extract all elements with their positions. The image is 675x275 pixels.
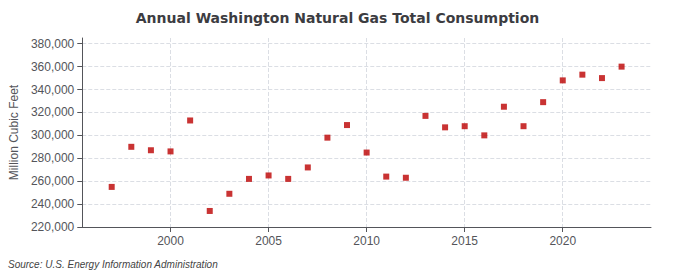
- svg-text:2000: 2000: [157, 234, 184, 248]
- svg-text:240,000: 240,000: [31, 197, 75, 211]
- svg-text:2010: 2010: [353, 234, 380, 248]
- svg-text:Annual Washington Natural Gas: Annual Washington Natural Gas Total Cons…: [136, 10, 539, 26]
- svg-text:Source: U.S. Energy Informatio: Source: U.S. Energy Information Administ…: [8, 259, 218, 270]
- svg-text:300,000: 300,000: [31, 128, 75, 142]
- svg-text:260,000: 260,000: [31, 174, 75, 188]
- svg-text:220,000: 220,000: [31, 220, 75, 234]
- svg-text:280,000: 280,000: [31, 151, 75, 165]
- svg-text:360,000: 360,000: [31, 60, 75, 74]
- svg-text:2020: 2020: [549, 234, 576, 248]
- svg-text:2005: 2005: [255, 234, 282, 248]
- svg-text:2015: 2015: [451, 234, 478, 248]
- svg-text:320,000: 320,000: [31, 105, 75, 119]
- svg-text:380,000: 380,000: [31, 37, 75, 51]
- svg-text:Million Cubic Feet: Million Cubic Feet: [7, 84, 21, 180]
- svg-text:340,000: 340,000: [31, 83, 75, 97]
